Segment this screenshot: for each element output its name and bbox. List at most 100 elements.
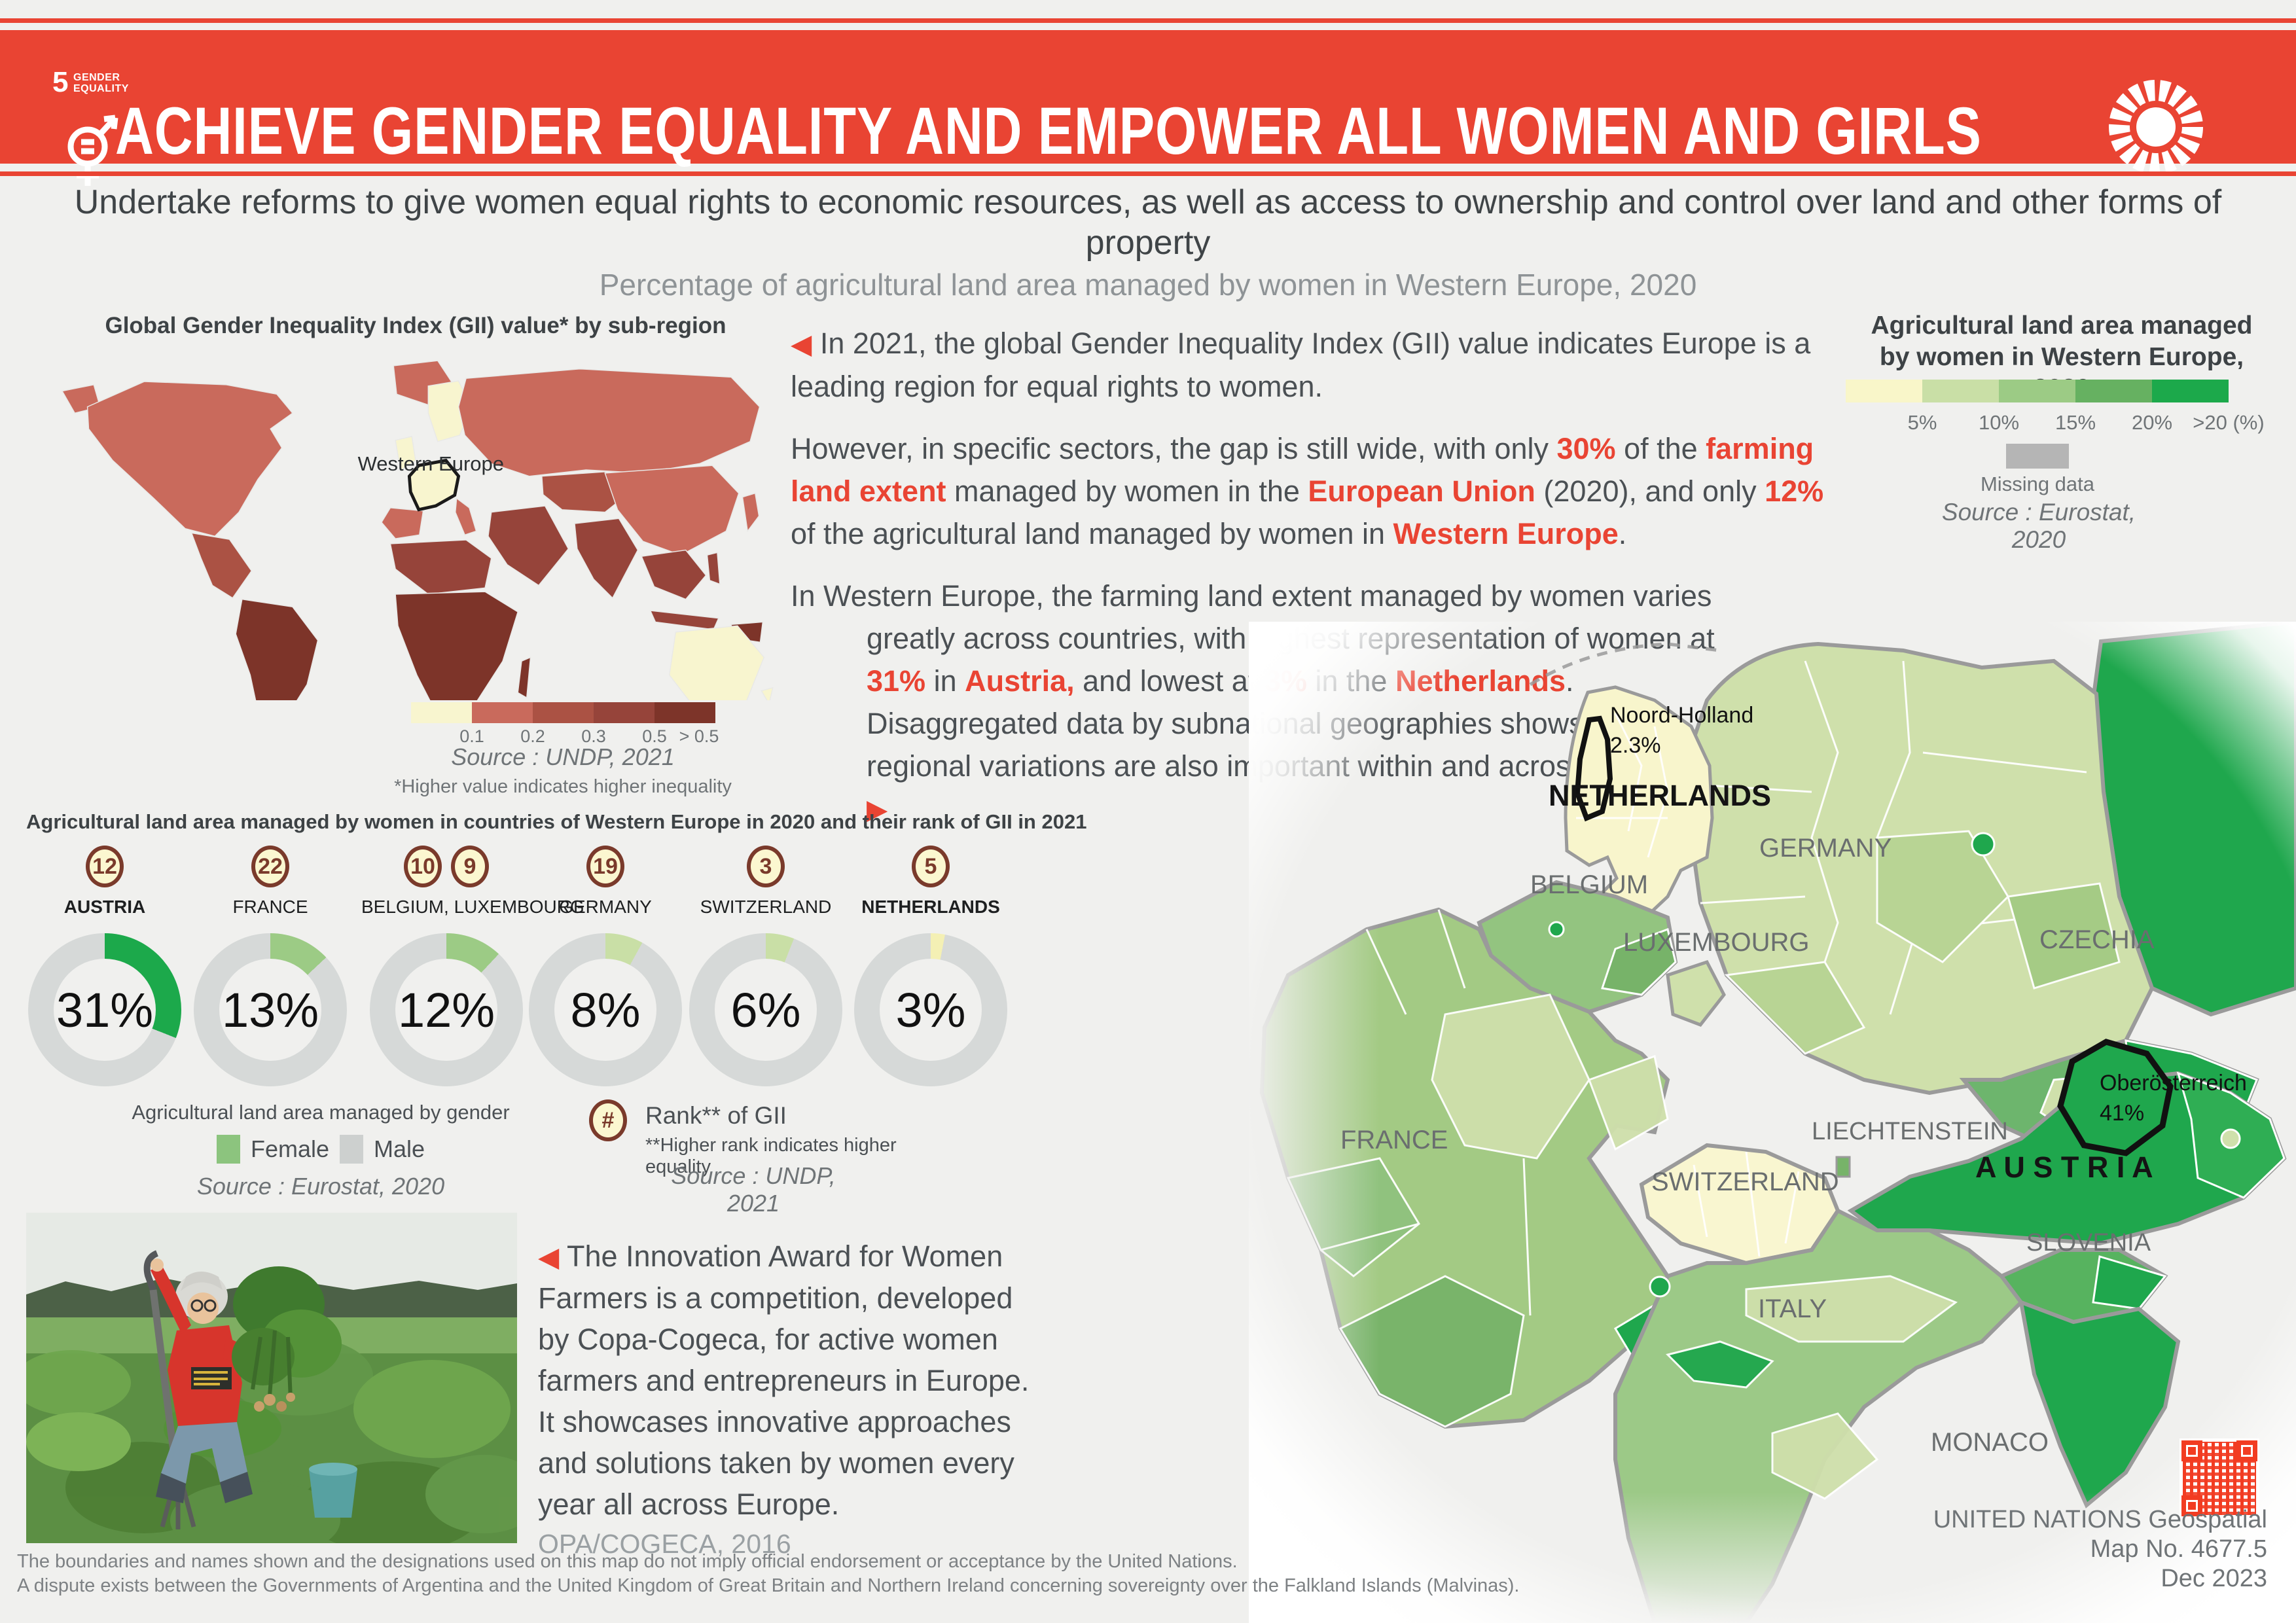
label-italy: ITALY [1758, 1294, 1827, 1323]
rank-badge-icon: # [589, 1099, 627, 1141]
map-attribution: UNITED NATIONS Geospatial Map No. 4677.5… [1933, 1506, 2267, 1592]
paragraph-2: However, in specific sectors, the gap is… [791, 432, 1824, 550]
gii-swatch [472, 702, 533, 723]
gii-rank-badge: 19 [586, 846, 624, 887]
label-monaco: MONACO [1931, 1428, 2049, 1457]
label-austria: A U S T R I A [1975, 1150, 2153, 1184]
green-legend-title: Agricultural land area managed by women … [1871, 312, 2253, 402]
donut-austria: 12 AUSTRIA 31% [26, 846, 183, 1086]
country-label: GERMANY [559, 897, 652, 917]
bucket [309, 1463, 357, 1518]
paragraph-1: ◀ In 2021, the global Gender Inequality … [791, 327, 1811, 403]
donut-value: 31% [56, 982, 154, 1037]
page-title: ACHIEVE GENDER EQUALITY AND EMPOWER ALL … [115, 94, 1982, 168]
country-label: AUSTRIA [63, 897, 146, 917]
male-swatch [340, 1135, 363, 1164]
gii-rank-badge: 10 [404, 846, 442, 887]
left-arrow-icon: ◀ [538, 1241, 560, 1272]
world-map-footnote: *Higher value indicates higher inequalit… [394, 776, 732, 797]
green-swatch [1922, 380, 1999, 402]
gender-legend: Agricultural land area managed by gender… [124, 1101, 517, 1200]
story-block: ◀ The Innovation Award for Women Farmers… [538, 1236, 1049, 1560]
missing-data-swatch [2006, 444, 2069, 469]
green-swatch [1999, 380, 2075, 402]
male-label: Male [374, 1135, 425, 1162]
donut-netherlands: 5 NETHERLANDS 3% [852, 846, 1009, 1086]
gii-legend-ticks: 0.1 0.2 0.3 0.5 > 0.5 [459, 726, 719, 746]
left-arrow-icon: ◀ [791, 329, 812, 359]
country-label: BELGIUM, LUXEMBOURG [361, 897, 584, 917]
label-czechia: CZECHIA [2039, 925, 2155, 954]
donut-chart: 3% [854, 933, 1007, 1086]
donut-value: 8% [570, 982, 641, 1037]
green-swatch [1846, 380, 1922, 402]
world-map [61, 360, 774, 700]
green-legend-source: Source : Eurostat, 2020 [1941, 499, 2136, 553]
label-germany: GERMANY [1759, 834, 1892, 863]
subtitle: Undertake reforms to give women equal ri… [74, 183, 2222, 262]
oberoesterreich-callout: Oberösterreich 41% [2100, 1071, 2247, 1126]
gender-legend-source: Source : Eurostat, 2020 [196, 1173, 445, 1200]
donut-chart: 13% [194, 933, 347, 1086]
label-netherlands: NETHERLANDS [1549, 779, 1772, 812]
woman-farmer-photo [26, 1213, 517, 1543]
story-credit: OPA/COGECA, 2016 [538, 1529, 791, 1559]
missing-data-label: Missing data [1980, 473, 2095, 495]
sdg-goal-number: 5 [52, 66, 69, 98]
map-disclaimer: The boundaries and names shown and the d… [17, 1551, 1520, 1596]
gii-legend-bar [411, 702, 715, 723]
world-map-source: Source : UNDP, 2021 [451, 743, 675, 770]
donut-france: 22 FRANCE 13% [192, 846, 349, 1086]
western-europe-region [407, 458, 461, 512]
bottom-rule [0, 171, 2296, 176]
donut-value: 13% [221, 982, 319, 1037]
world-map-title: Global Gender Inequality Index (GII) val… [105, 313, 726, 338]
country-label: NETHERLANDS [861, 897, 1000, 917]
female-label: Female [250, 1135, 329, 1162]
gii-rank-badge: 5 [912, 846, 950, 887]
donut-section-heading: Agricultural land area managed by women … [26, 810, 1087, 833]
top-rule [0, 18, 2296, 23]
donut-chart: 8% [529, 933, 682, 1086]
country-label: SWITZERLAND [700, 897, 832, 917]
donut-chart: 12% [370, 933, 523, 1086]
sdg-banner: 5 GENDER EQUALITY ACHIEVE GENDER EQUALIT… [0, 30, 2296, 186]
female-swatch [216, 1135, 240, 1164]
donut-chart: 31% [28, 933, 181, 1086]
potato-plant [232, 1266, 342, 1412]
page-caption: Percentage of agricultural land area man… [599, 268, 1697, 302]
gii-swatch [533, 702, 594, 723]
gii-swatch [655, 702, 715, 723]
donut-value: 12% [397, 982, 495, 1037]
label-belgium: BELGIUM [1530, 870, 1649, 899]
noord-holland-callout: Noord-Holland 2.3% [1610, 703, 1754, 758]
donut-switzerland: 3 SWITZERLAND 6% [687, 846, 844, 1086]
label-switzerland: SWITZERLAND [1651, 1168, 1839, 1196]
country-label: FRANCE [232, 897, 308, 917]
green-swatch [2152, 380, 2229, 402]
green-legend-ticks: 5% 10% 15% 20% >20 (%) [1907, 411, 2265, 434]
gii-swatch [594, 702, 655, 723]
label-slovenia: SLOVENIA [2026, 1229, 2151, 1257]
western-europe-map: Noord-Holland 2.3% NETHERLANDS BELGIUM G… [1249, 619, 2296, 1623]
sdg-goal-name: GENDER EQUALITY [73, 72, 129, 94]
green-swatch [2075, 380, 2152, 402]
donut-germany: 19 GERMANY 8% [527, 846, 684, 1086]
qr-code [2179, 1438, 2259, 1518]
gii-swatch [411, 702, 472, 723]
label-france: FRANCE [1340, 1126, 1448, 1154]
donut-belgium-luxembourg: 10 9 BELGIUM, LUXEMBOURG 12% [361, 846, 584, 1086]
sdg-wheel-icon [2109, 80, 2203, 174]
green-legend-bar [1846, 380, 2229, 402]
donut-chart: 6% [689, 933, 842, 1086]
western-europe-label: Western Europe [357, 452, 504, 475]
right-arrow-icon: ▶ [867, 794, 888, 825]
donut-value: 6% [730, 982, 801, 1037]
gii-rank-badge: 12 [86, 846, 124, 887]
donut-value: 3% [895, 982, 966, 1037]
story-text: ◀ The Innovation Award for Women Farmers… [538, 1240, 1030, 1521]
label-luxembourg: LUXEMBOURG [1623, 928, 1810, 957]
gii-rank-badge: 9 [451, 846, 489, 887]
gii-rank-badge: 22 [251, 846, 289, 887]
label-liechtenstein: LIECHTENSTEIN [1812, 1118, 2008, 1145]
